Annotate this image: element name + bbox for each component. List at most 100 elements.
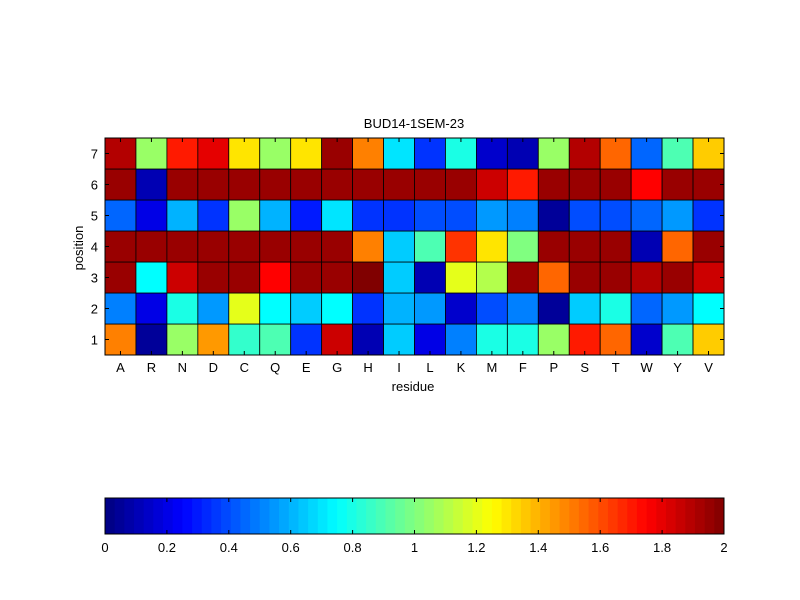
- heatmap-cells: [104, 137, 725, 356]
- heatmap-cell-G-6: [321, 168, 353, 201]
- heatmap-cell-W-5: [630, 199, 663, 232]
- colorbar-segment: [675, 498, 686, 534]
- x-tick-label: A: [116, 360, 125, 375]
- colorbar-segment: [656, 498, 667, 534]
- heatmap-cell-S-2: [568, 292, 601, 325]
- heatmap-cell-H-2: [352, 292, 384, 325]
- heatmap-cell-D-1: [197, 323, 230, 356]
- x-tick-label: D: [209, 360, 218, 375]
- colorbar-segment: [317, 498, 328, 534]
- heatmap-cell-E-4: [290, 230, 323, 263]
- colorbar-segment: [337, 498, 348, 534]
- heatmap-cell-K-2: [445, 292, 477, 325]
- heatmap-cell-V-6: [692, 168, 725, 201]
- heatmap-cell-V-3: [692, 261, 725, 294]
- colorbar-segment: [356, 498, 367, 534]
- colorbar-segment: [385, 498, 396, 534]
- heatmap-cell-P-7: [537, 137, 570, 170]
- chart-title: BUD14-1SEM-23: [364, 116, 464, 131]
- heatmap-cell-C-2: [228, 292, 261, 325]
- heatmap-cell-G-7: [321, 137, 353, 170]
- heatmap-cell-C-1: [228, 323, 261, 356]
- heatmap-cell-G-2: [321, 292, 353, 325]
- colorbar-tick-label: 0.4: [220, 540, 238, 555]
- heatmap-cell-R-4: [135, 230, 168, 263]
- colorbar-tick-label: 0.6: [282, 540, 300, 555]
- heatmap-cell-W-3: [630, 261, 663, 294]
- heatmap-cell-W-6: [630, 168, 663, 201]
- colorbar-segment: [124, 498, 135, 534]
- heatmap-cell-W-1: [630, 323, 663, 356]
- colorbar-segment: [163, 498, 174, 534]
- colorbar-tick-label: 1.4: [529, 540, 547, 555]
- heatmap-cell-L-4: [414, 230, 446, 263]
- y-tick-label: 1: [91, 333, 98, 348]
- heatmap-cell-Y-4: [661, 230, 694, 263]
- heatmap-cell-K-6: [445, 168, 477, 201]
- heatmap-cell-P-3: [537, 261, 570, 294]
- colorbar-segment: [279, 498, 290, 534]
- colorbar-segment: [511, 498, 522, 534]
- heatmap-cell-D-6: [197, 168, 230, 201]
- y-tick-label: 2: [91, 302, 98, 317]
- colorbar-segment: [192, 498, 203, 534]
- colorbar-segment: [269, 498, 280, 534]
- colorbar-segment: [607, 498, 619, 534]
- y-tick-label: 7: [91, 147, 98, 162]
- heatmap-cell-M-6: [475, 168, 508, 201]
- heatmap-cell-Q-5: [259, 199, 292, 232]
- heatmap-cell-T-2: [599, 292, 632, 325]
- colorbar-segment: [134, 498, 145, 534]
- heatmap-cell-M-4: [475, 230, 508, 263]
- heatmap-cell-V-2: [692, 292, 725, 325]
- colorbar-segment: [395, 498, 406, 534]
- colorbar-segment: [327, 498, 338, 534]
- heatmap-cell-R-1: [135, 323, 168, 356]
- heatmap-cell-N-5: [166, 199, 199, 232]
- heatmap-cell-C-3: [228, 261, 261, 294]
- heatmap-cell-N-6: [166, 168, 199, 201]
- colorbar-segment: [105, 498, 116, 534]
- x-tick-label: L: [426, 360, 433, 375]
- colorbar-tick-label: 0: [101, 540, 108, 555]
- heatmap-cell-L-1: [414, 323, 446, 356]
- heatmap-cell-P-5: [537, 199, 570, 232]
- colorbar-segment: [211, 498, 222, 534]
- heatmap-cell-F-6: [506, 168, 539, 201]
- x-tick-label: E: [302, 360, 311, 375]
- heatmap-cell-K-4: [445, 230, 477, 263]
- colorbar-segment: [143, 498, 154, 534]
- heatmap-cell-L-5: [414, 199, 446, 232]
- heatmap-cell-H-6: [352, 168, 384, 201]
- colorbar-segment: [472, 498, 483, 534]
- colorbar-segment: [569, 498, 580, 534]
- heatmap-cell-Q-2: [259, 292, 292, 325]
- heatmap-cell-T-4: [599, 230, 632, 263]
- heatmap-cell-M-3: [475, 261, 508, 294]
- heatmap-cell-G-3: [321, 261, 353, 294]
- heatmap-cell-I-5: [383, 199, 415, 232]
- heatmap-cell-P-4: [537, 230, 570, 263]
- heatmap-cell-V-7: [692, 137, 725, 170]
- heatmap-cell-F-1: [506, 323, 539, 356]
- heatmap-cell-G-1: [321, 323, 353, 356]
- heatmap-cell-K-3: [445, 261, 477, 294]
- heatmap-cell-M-5: [475, 199, 508, 232]
- colorbar-segment: [375, 498, 386, 534]
- heatmap-cell-Y-6: [661, 168, 694, 201]
- colorbar-tick-label: 1: [411, 540, 418, 555]
- x-tick-label: N: [178, 360, 187, 375]
- heatmap-cell-F-5: [506, 199, 539, 232]
- heatmap-cell-F-3: [506, 261, 539, 294]
- x-tick-label: C: [240, 360, 249, 375]
- x-tick-label: G: [332, 360, 342, 375]
- heatmap-cell-T-1: [599, 323, 632, 356]
- x-tick-label: S: [580, 360, 589, 375]
- colorbar-segment: [491, 498, 503, 534]
- heatmap-cell-R-3: [135, 261, 168, 294]
- heatmap-cell-I-3: [383, 261, 415, 294]
- x-tick-label: W: [640, 360, 653, 375]
- heatmap-cell-Q-4: [259, 230, 292, 263]
- x-tick-label: F: [519, 360, 527, 375]
- heatmap-cell-V-4: [692, 230, 725, 263]
